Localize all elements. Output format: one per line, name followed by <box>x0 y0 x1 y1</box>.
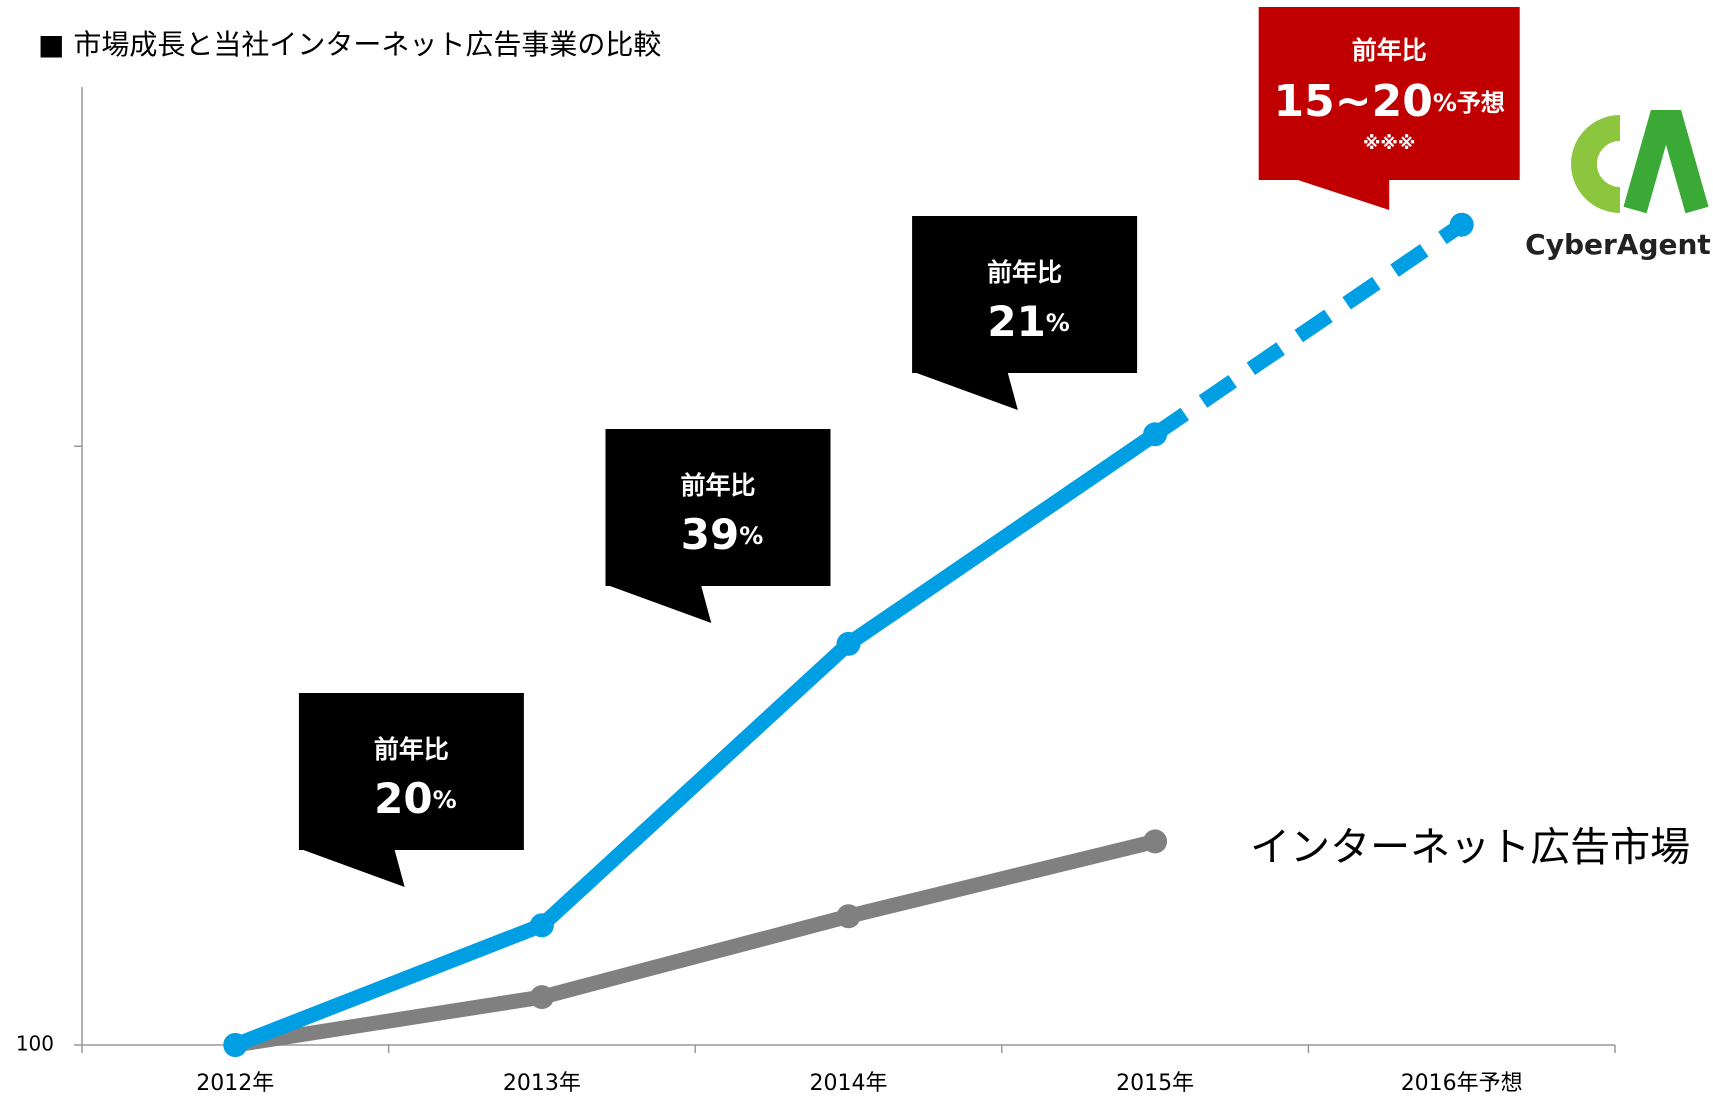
callout-box <box>912 216 1138 410</box>
x-tick-label: 2014年 <box>810 1071 888 1096</box>
point <box>1449 212 1474 237</box>
point <box>529 913 554 938</box>
logo-a <box>1623 110 1709 214</box>
x-tick-label: 2012年 <box>196 1071 274 1096</box>
callout-note: ※※※ <box>1363 133 1416 154</box>
x-tick-label: 2016年予想 <box>1401 1071 1523 1096</box>
callout-value: 21% <box>987 297 1070 346</box>
chart-title: ■ 市場成長と当社インターネット広告事業の比較 <box>38 28 661 61</box>
point <box>1143 422 1168 447</box>
callout: 前年比 15~20%予想 ※※※ <box>1258 7 1520 210</box>
callout: 前年比 39% <box>605 429 831 623</box>
callout-value: 15~20%予想 <box>1274 76 1505 127</box>
point <box>836 904 861 929</box>
callout-heading: 前年比 <box>680 471 755 500</box>
callout-heading: 前年比 <box>1352 36 1427 65</box>
callout: 前年比 20% <box>298 693 524 887</box>
callout-number: 20 <box>374 774 432 823</box>
series-line <box>232 428 1160 1052</box>
callout-value: 20% <box>374 774 457 823</box>
y-tick-label: 100 <box>16 1032 54 1056</box>
forecast-line <box>1150 218 1466 441</box>
callout-box <box>605 429 831 623</box>
point <box>529 985 554 1010</box>
callout-suffix: %予想 <box>1433 89 1505 117</box>
series-line <box>234 834 1157 1053</box>
callout-number: 21 <box>987 297 1045 346</box>
callout-number: 15~20 <box>1274 76 1433 127</box>
logo-text: CyberAgent <box>1525 228 1711 261</box>
callout-suffix: % <box>1046 309 1070 337</box>
point <box>1143 829 1168 854</box>
series-label: インターネット広告市場 <box>1250 824 1690 870</box>
logo-c <box>1571 115 1621 213</box>
callout-suffix: % <box>433 786 457 814</box>
callout-number: 39 <box>681 510 739 559</box>
callout: 前年比 21% <box>912 216 1138 410</box>
logo: CyberAgent <box>1525 110 1711 261</box>
callout-value: 39% <box>681 510 764 559</box>
callout-box <box>298 693 524 887</box>
callout-heading: 前年比 <box>987 258 1062 287</box>
x-tick-label: 2013年 <box>503 1071 581 1096</box>
callout-heading: 前年比 <box>374 735 449 764</box>
point <box>223 1033 248 1057</box>
callout-suffix: % <box>739 522 763 550</box>
x-tick-label: 2015年 <box>1116 1071 1194 1096</box>
point <box>836 631 861 656</box>
callout-box <box>1258 7 1520 210</box>
